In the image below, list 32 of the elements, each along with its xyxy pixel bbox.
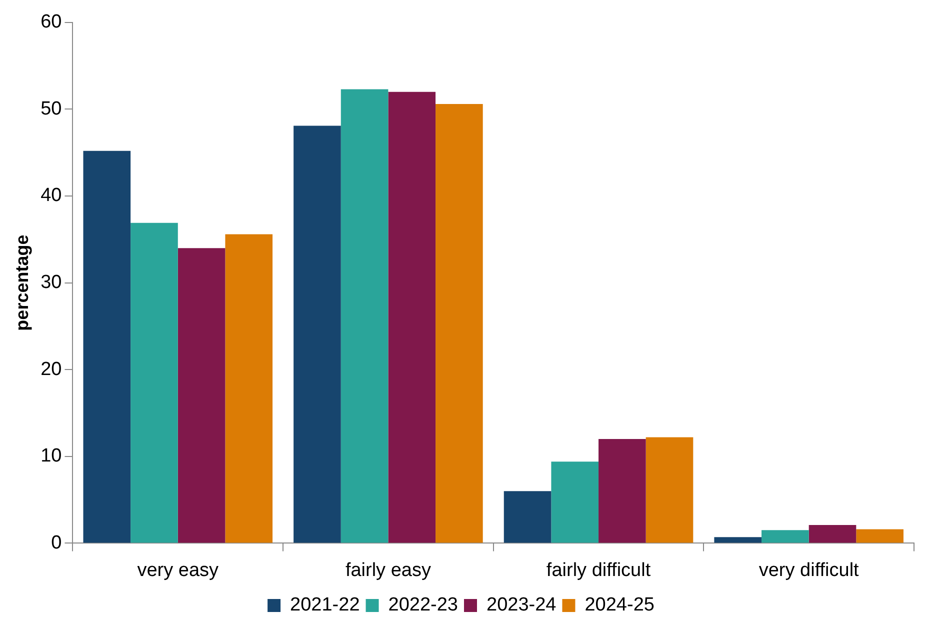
- bar: [294, 126, 341, 543]
- bar: [646, 437, 694, 543]
- bar: [178, 248, 226, 543]
- y-tick-label: 30: [40, 272, 62, 294]
- y-tick-label: 10: [40, 446, 62, 467]
- bar: [504, 491, 552, 543]
- y-tick-label: 0: [51, 532, 62, 554]
- legend-label: 2022-23: [388, 594, 458, 616]
- x-tick-label: fairly easy: [345, 560, 432, 581]
- bar: [436, 104, 483, 543]
- bar: [598, 439, 646, 543]
- bar: [808, 524, 856, 543]
- legend-label: 2024-25: [584, 594, 654, 616]
- x-tick-label: fairly difficult: [546, 560, 652, 581]
- legend-label: 2021-22: [290, 594, 360, 616]
- y-tick-label: 40: [40, 185, 62, 206]
- bar: [340, 89, 388, 543]
- bar: [714, 537, 762, 543]
- y-axis-title: percentage: [12, 234, 32, 331]
- bar: [130, 222, 178, 543]
- x-tick-label: very easy: [137, 560, 220, 581]
- y-tick-label: 20: [40, 358, 62, 380]
- x-tick-label: very difficult: [758, 560, 860, 581]
- bar: [225, 234, 273, 543]
- bar: [83, 150, 131, 543]
- y-tick-label: 60: [40, 12, 62, 33]
- bar: [551, 462, 599, 543]
- bar: [762, 530, 809, 543]
- bar: [388, 92, 436, 543]
- legend-label: 2023-24: [486, 594, 557, 616]
- y-tick-label: 50: [40, 98, 62, 120]
- bar: [856, 529, 904, 543]
